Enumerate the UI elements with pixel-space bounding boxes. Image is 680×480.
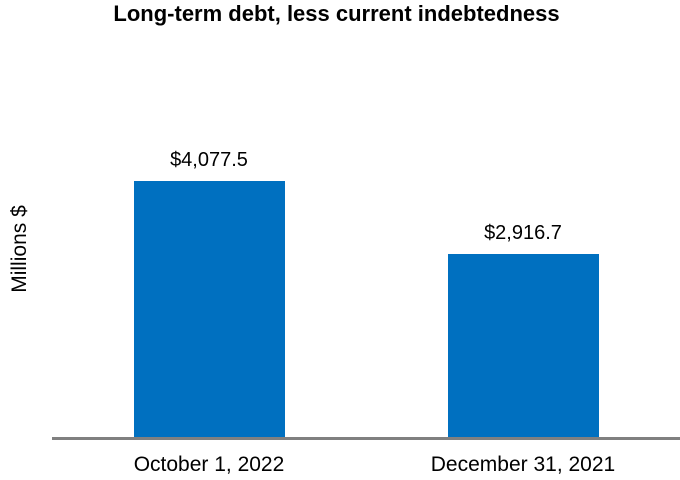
x-axis-label: October 1, 2022	[133, 453, 285, 476]
chart-title: Long-term debt, less current indebtednes…	[113, 1, 560, 26]
y-axis-label: Millions $	[8, 205, 31, 293]
bar-value-label: $4,077.5	[170, 149, 248, 171]
x-axis-label: December 31, 2021	[430, 453, 616, 476]
plot-area: $4,077.5 $2,916.7	[52, 0, 680, 437]
x-axis-labels: October 1, 2022 December 31, 2021	[52, 452, 680, 478]
bar	[133, 181, 285, 437]
bar	[447, 254, 599, 437]
x-axis-line	[52, 437, 680, 440]
bar-value-label: $2,916.7	[484, 222, 562, 244]
